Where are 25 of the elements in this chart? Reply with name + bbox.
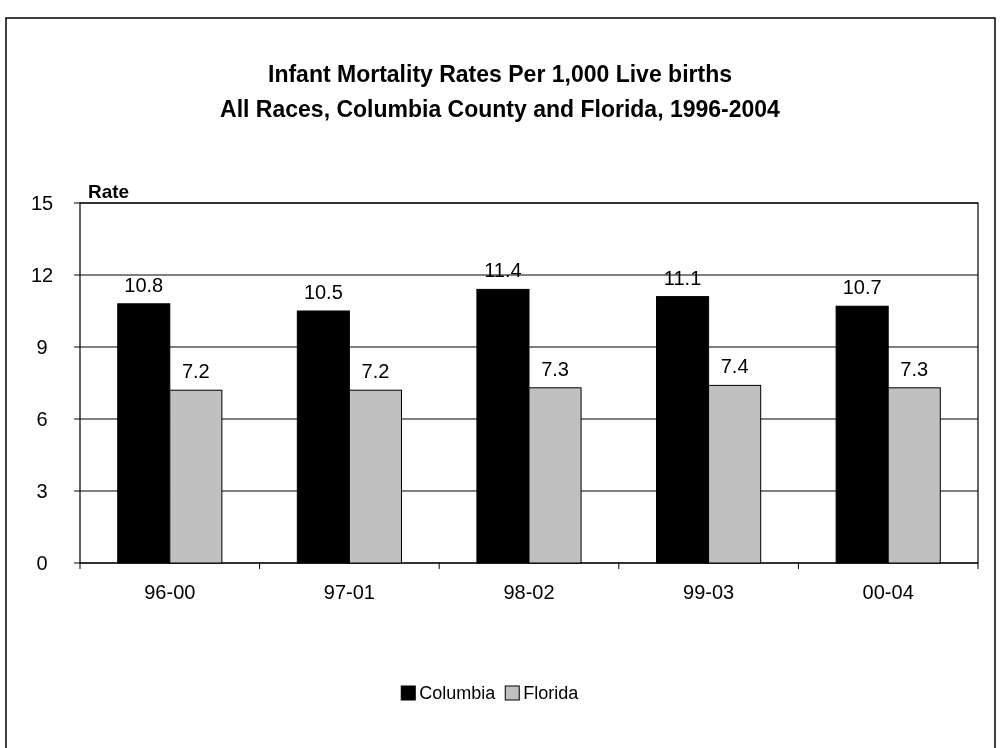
- data-label: 7.3: [900, 357, 929, 380]
- y-tick-label: 3: [36, 480, 48, 502]
- x-tick-label: 00-04: [862, 581, 914, 603]
- data-label: 11.1: [663, 266, 702, 289]
- legend-label: Florida: [523, 683, 580, 704]
- y-tick-label: 12: [30, 264, 54, 286]
- y-tick-label: 9: [36, 336, 48, 358]
- data-label: 10.5: [303, 281, 343, 303]
- data-label: 7.2: [181, 360, 210, 383]
- x-tick-label: 98-02: [503, 581, 555, 603]
- y-tick-label: 6: [36, 408, 48, 430]
- y-axis-title: Rate: [88, 181, 130, 202]
- x-tick-label: 97-01: [323, 581, 375, 603]
- data-label: 10.8: [124, 273, 164, 296]
- chart-title: Infant Mortality Rates Per 1,000 Live births All Races, Columbia County and Florida, 1996-2004: [220, 61, 781, 122]
- x-tick-label: 96-00: [144, 581, 196, 603]
- data-label: 11.4: [484, 259, 522, 282]
- x-tick-label: 99-03: [683, 581, 735, 603]
- y-tick-label: 15: [30, 192, 54, 214]
- data-label: 7.2: [361, 360, 390, 383]
- data-label: 10.7: [842, 276, 882, 299]
- data-label: 7.3: [541, 357, 569, 380]
- legend-label: Columbia: [419, 683, 497, 704]
- data-label: 7.4: [720, 355, 749, 378]
- y-tick-label: 0: [36, 552, 48, 574]
